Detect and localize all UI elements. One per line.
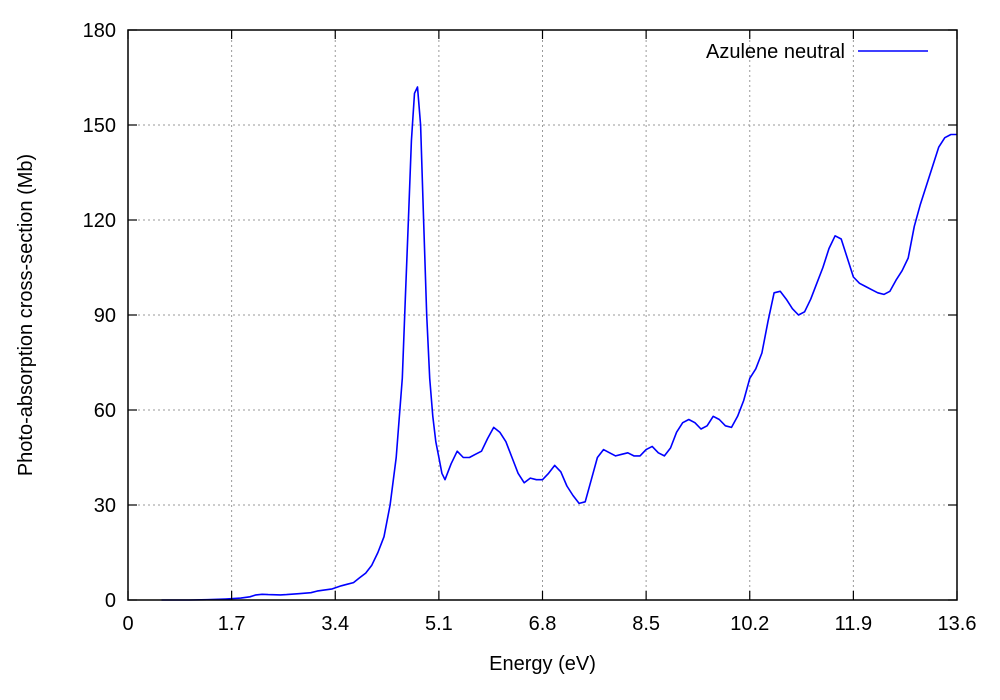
y-tick-label: 60 (94, 400, 116, 422)
x-tick-label: 1.7 (218, 613, 246, 635)
series-layer (161, 86, 957, 601)
x-tick-label: 8.5 (632, 613, 660, 635)
x-tick-label: 5.1 (425, 613, 453, 635)
x-axis-title: Energy (eV) (489, 653, 596, 675)
x-tick-label: 11.9 (835, 613, 872, 635)
x-tick-label: 10.2 (730, 613, 769, 635)
y-tick-label: 90 (94, 305, 116, 327)
grid (128, 30, 957, 600)
y-axis-title: Photo-absorption cross-section (Mb) (15, 154, 37, 476)
x-tick-label: 0 (122, 613, 133, 635)
y-tick-label: 0 (105, 590, 116, 612)
y-tick-label: 150 (83, 115, 116, 137)
x-tick-label: 13.6 (938, 613, 977, 635)
x-tick-label: 6.8 (529, 613, 557, 635)
y-tick-label: 120 (83, 210, 116, 232)
legend: Azulene neutral (706, 41, 928, 63)
y-tick-label: 30 (94, 495, 116, 517)
x-tick-label: 3.4 (321, 613, 349, 635)
legend-label: Azulene neutral (706, 41, 845, 63)
series-line-0 (161, 86, 957, 601)
ticks: 0 1.7 3.4 5.1 6.8 8.5 10.2 11.9 13.6 0 30 60 90 120 15… (83, 20, 977, 635)
y-tick-label: 180 (83, 20, 116, 42)
